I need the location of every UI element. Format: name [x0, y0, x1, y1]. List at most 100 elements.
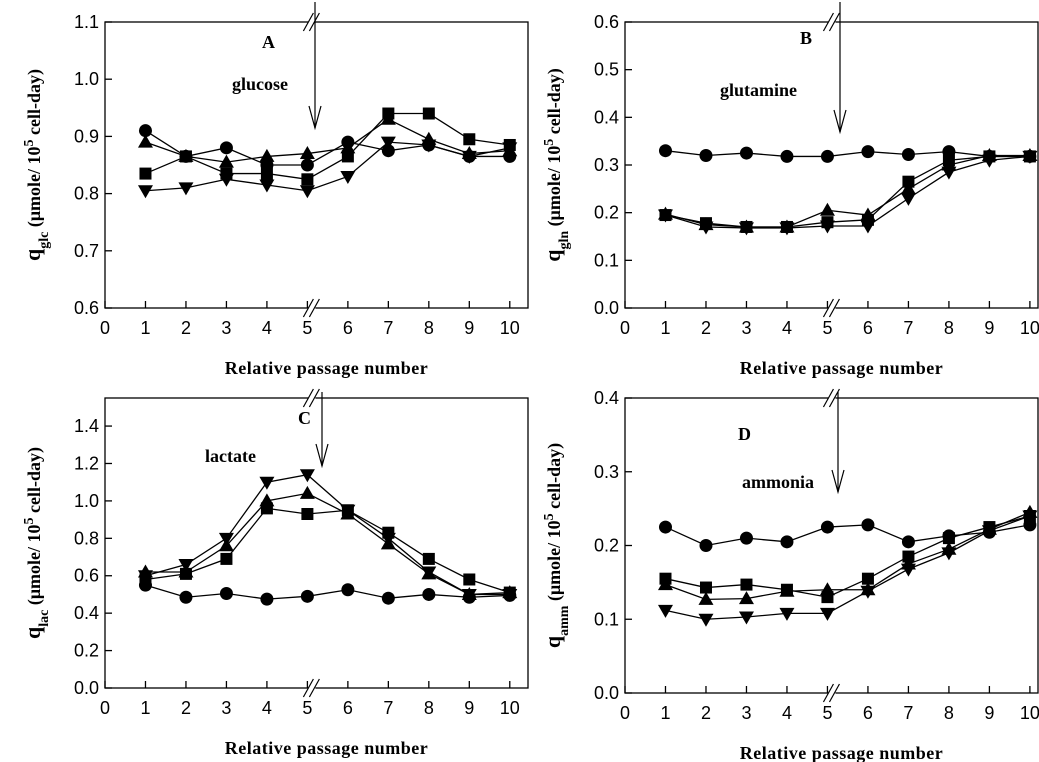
axis-break-gap: [828, 396, 836, 400]
x-axis-label: Relative passage number: [740, 743, 944, 762]
marker: [300, 589, 314, 603]
marker: [779, 222, 795, 236]
y-tick-label: 0.3: [594, 155, 619, 175]
marker: [738, 591, 754, 605]
marker: [260, 502, 273, 515]
x-tick-label: 9: [984, 703, 994, 723]
y-tick-label: 1.0: [74, 69, 99, 89]
panel-annotation: ammonia: [742, 472, 814, 492]
y-tick-label: 1.2: [74, 453, 99, 473]
marker: [341, 583, 355, 597]
y-tick-label: 0.2: [74, 641, 99, 661]
axis-break: [308, 678, 320, 698]
axis-break-gap: [308, 20, 316, 24]
y-tick-label: 0.5: [594, 60, 619, 80]
marker: [738, 611, 754, 625]
y-tick-label: 0.2: [594, 203, 619, 223]
series-line: [145, 492, 510, 596]
x-tick-label: 0: [100, 698, 110, 718]
marker: [941, 547, 957, 561]
x-tick-label: 6: [343, 698, 353, 718]
marker: [901, 535, 915, 549]
marker: [463, 133, 476, 146]
marker: [380, 532, 396, 546]
x-tick-label: 6: [863, 703, 873, 723]
series-line: [665, 511, 1031, 600]
x-tick-label: 4: [782, 318, 792, 338]
y-tick-label: 0.3: [594, 462, 619, 482]
series-line: [145, 584, 510, 600]
series-line: [145, 141, 510, 192]
marker: [779, 583, 795, 597]
marker: [219, 141, 233, 155]
panel-letter: A: [262, 32, 275, 52]
marker: [218, 173, 234, 187]
marker: [340, 170, 356, 184]
y-axis-label-part: 5: [542, 139, 557, 146]
x-tick-label: 7: [383, 698, 393, 718]
marker: [861, 572, 874, 585]
marker: [901, 148, 915, 162]
x-tick-label: 2: [181, 698, 191, 718]
marker: [698, 591, 714, 605]
x-tick-label: 10: [500, 698, 520, 718]
marker: [463, 573, 476, 586]
axis-break-gap: [308, 396, 316, 400]
marker: [218, 532, 234, 546]
y-tick-label: 0.4: [594, 388, 619, 408]
marker: [698, 613, 714, 627]
x-tick-label: 9: [464, 698, 474, 718]
y-tick-label: 0.9: [74, 126, 99, 146]
x-tick-label: 10: [500, 318, 520, 338]
panel-annotation: glucose: [232, 74, 288, 94]
marker: [299, 469, 315, 483]
marker: [382, 107, 395, 120]
x-tick-label: 4: [262, 318, 272, 338]
y-tick-label: 1.0: [74, 491, 99, 511]
x-tick-label: 1: [660, 703, 670, 723]
y-axis-label-part: lac: [37, 610, 52, 627]
y-axis-label-part: cell-day): [544, 68, 565, 138]
marker: [422, 587, 436, 601]
axis-break-gap: [308, 686, 316, 690]
x-axis-label: Relative passage number: [740, 358, 944, 378]
x-tick-label: 7: [903, 703, 913, 723]
y-tick-label: 0.4: [74, 603, 99, 623]
marker: [900, 192, 916, 206]
marker: [421, 566, 437, 580]
x-tick-label: 8: [944, 703, 954, 723]
panel-annotation: lactate: [205, 446, 256, 466]
marker: [301, 508, 314, 520]
plot-frame: [624, 21, 1039, 309]
marker: [218, 154, 234, 168]
y-tick-label: 0.1: [594, 250, 619, 270]
x-axis-label: Relative passage number: [225, 358, 429, 378]
plot-frame: [104, 397, 529, 689]
x-tick-label: 5: [302, 318, 312, 338]
x-tick-label: 0: [620, 703, 630, 723]
y-axis-label-part: glc: [37, 232, 52, 249]
axis-break: [822, 683, 834, 703]
marker: [422, 552, 435, 565]
x-tick-label: 9: [984, 318, 994, 338]
marker: [981, 525, 997, 539]
marker: [658, 520, 672, 534]
marker: [340, 140, 356, 154]
marker: [900, 563, 916, 577]
axis-break-gap: [828, 691, 836, 695]
plot-frame: [624, 397, 1039, 694]
axis-break: [822, 388, 834, 408]
series-line: [665, 155, 1030, 229]
series-line: [145, 118, 510, 163]
series-line: [665, 515, 1031, 598]
marker: [179, 567, 192, 580]
series-line: [665, 155, 1030, 228]
axis-break: [308, 12, 320, 32]
marker: [820, 149, 834, 163]
series-line: [665, 524, 1031, 547]
y-axis-label-part: (μmole/ 10: [544, 520, 565, 605]
marker: [179, 590, 193, 604]
y-axis-label-part: (μmole/ 10: [544, 146, 565, 231]
y-axis-label-part: cell-day): [24, 447, 45, 517]
marker: [138, 124, 152, 138]
